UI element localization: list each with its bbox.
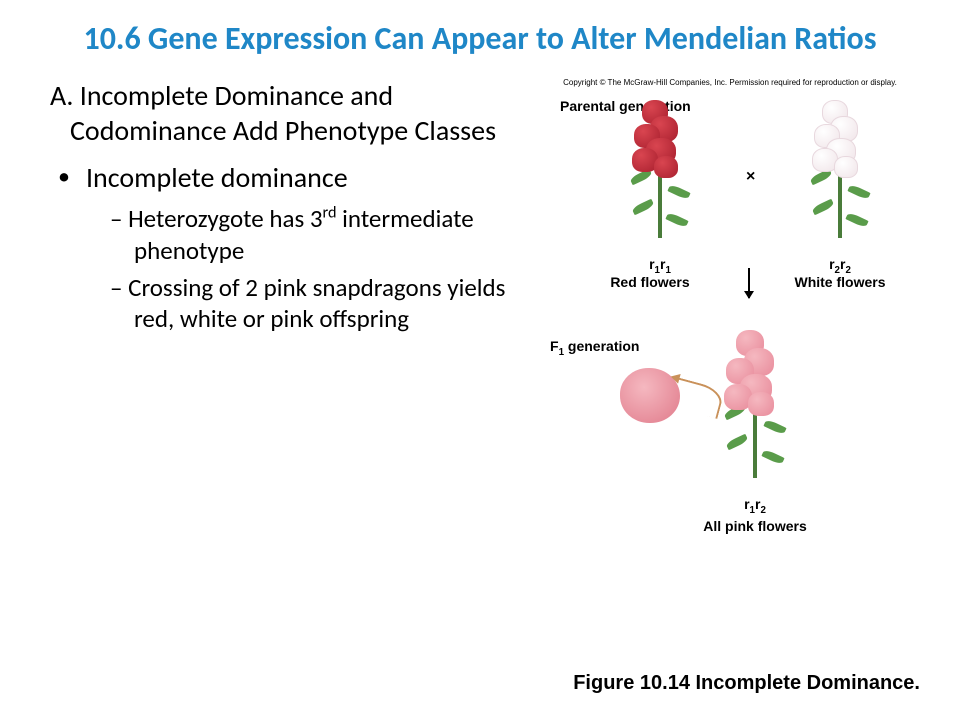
white-flower-icon: [800, 98, 880, 248]
red-phenotype: Red flowers: [585, 274, 715, 290]
bullet-level-1: Incomplete dominance: [50, 160, 530, 195]
arrow-down-icon: [748, 268, 750, 298]
f1-generation-label: F1 generation: [550, 338, 639, 358]
heading-prefix: A.: [50, 78, 73, 113]
figure-caption: Figure 10.14 Incomplete Dominance.: [573, 672, 920, 695]
section-heading: A. Incomplete Dominance and Codominance …: [50, 78, 530, 148]
bullet-level-2: Heterozygote has 3rd intermediate phenot…: [50, 203, 530, 266]
heading-text: Incomplete Dominance and Codominance Add…: [70, 78, 496, 148]
cross-symbol: ×: [746, 168, 755, 186]
sub1-ordinal: rd: [323, 204, 337, 223]
text-column: A. Incomplete Dominance and Codominance …: [50, 78, 530, 340]
figure-column: Copyright © The McGraw-Hill Companies, I…: [530, 78, 930, 340]
red-flower-icon: [620, 98, 700, 248]
slide-title: 10.6 Gene Expression Can Appear to Alter…: [0, 0, 960, 68]
copyright-text: Copyright © The McGraw-Hill Companies, I…: [530, 78, 930, 87]
content-row: A. Incomplete Dominance and Codominance …: [0, 68, 960, 340]
pink-genotype: r1r2: [705, 496, 805, 516]
bullet-level-2: Crossing of 2 pink snapdragons yields re…: [50, 272, 530, 335]
white-genotype: r2r2: [790, 256, 890, 276]
white-phenotype: White flowers: [775, 274, 905, 290]
pink-phenotype: All pink flowers: [690, 518, 820, 534]
sub1-text-a: Heterozygote has 3: [128, 203, 322, 234]
red-genotype: r1r1: [610, 256, 710, 276]
pink-flower-icon: [710, 328, 800, 488]
